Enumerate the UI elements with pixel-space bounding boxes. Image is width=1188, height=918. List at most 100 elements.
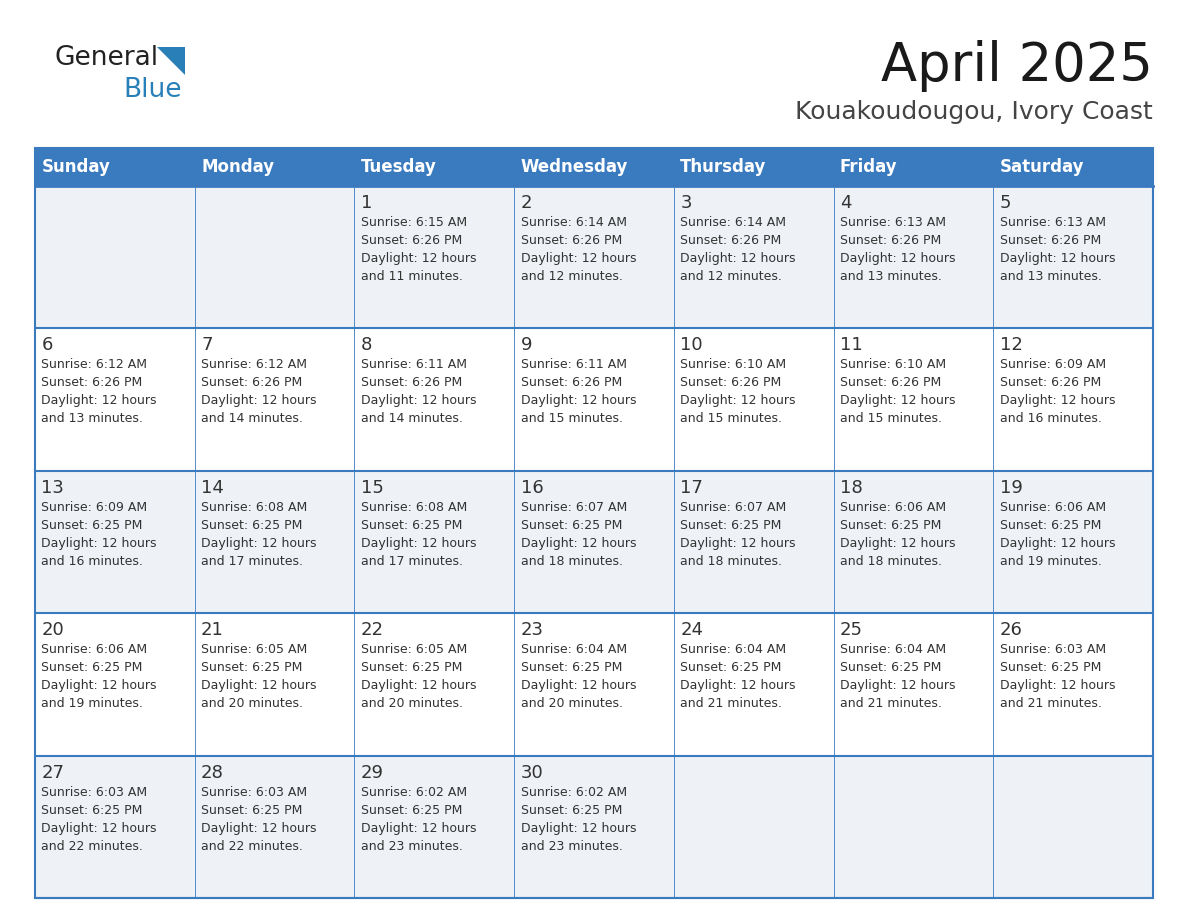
Text: Saturday: Saturday [999, 158, 1085, 176]
Text: Daylight: 12 hours: Daylight: 12 hours [520, 395, 636, 408]
Text: and 18 minutes.: and 18 minutes. [840, 554, 942, 568]
Text: 26: 26 [999, 621, 1023, 639]
Polygon shape [157, 47, 185, 75]
Text: Daylight: 12 hours: Daylight: 12 hours [361, 537, 476, 550]
Text: Daylight: 12 hours: Daylight: 12 hours [999, 679, 1116, 692]
Text: and 12 minutes.: and 12 minutes. [681, 270, 782, 283]
Text: and 14 minutes.: and 14 minutes. [361, 412, 462, 425]
Text: Sunset: 6:26 PM: Sunset: 6:26 PM [361, 234, 462, 247]
Text: Sunset: 6:25 PM: Sunset: 6:25 PM [999, 519, 1101, 532]
Bar [34, 613, 1154, 756]
Text: and 12 minutes.: and 12 minutes. [520, 270, 623, 283]
Text: Sunrise: 6:03 AM: Sunrise: 6:03 AM [42, 786, 147, 799]
Text: 7: 7 [201, 336, 213, 354]
Text: Sunset: 6:26 PM: Sunset: 6:26 PM [681, 376, 782, 389]
Text: 24: 24 [681, 621, 703, 639]
Text: Daylight: 12 hours: Daylight: 12 hours [681, 679, 796, 692]
Text: 14: 14 [201, 479, 225, 497]
Text: 10: 10 [681, 336, 703, 354]
Text: and 16 minutes.: and 16 minutes. [42, 554, 144, 568]
Text: and 18 minutes.: and 18 minutes. [520, 554, 623, 568]
Text: 2: 2 [520, 194, 532, 212]
Text: Sunrise: 6:07 AM: Sunrise: 6:07 AM [681, 501, 786, 514]
Text: Blue: Blue [124, 77, 182, 103]
Text: Wednesday: Wednesday [520, 158, 628, 176]
Bar [34, 756, 1154, 898]
Text: Sunset: 6:25 PM: Sunset: 6:25 PM [681, 661, 782, 674]
Text: and 23 minutes.: and 23 minutes. [361, 840, 462, 853]
Text: and 15 minutes.: and 15 minutes. [681, 412, 782, 425]
Text: Daylight: 12 hours: Daylight: 12 hours [42, 822, 157, 834]
Text: Sunset: 6:25 PM: Sunset: 6:25 PM [520, 661, 621, 674]
Text: Sunset: 6:26 PM: Sunset: 6:26 PM [840, 376, 941, 389]
Text: Sunset: 6:25 PM: Sunset: 6:25 PM [520, 803, 621, 817]
Text: Daylight: 12 hours: Daylight: 12 hours [361, 252, 476, 265]
Text: Daylight: 12 hours: Daylight: 12 hours [840, 537, 955, 550]
Text: Daylight: 12 hours: Daylight: 12 hours [361, 395, 476, 408]
Text: Sunrise: 6:11 AM: Sunrise: 6:11 AM [361, 358, 467, 372]
Text: 13: 13 [42, 479, 64, 497]
Text: 12: 12 [999, 336, 1023, 354]
Text: 1: 1 [361, 194, 372, 212]
Text: Daylight: 12 hours: Daylight: 12 hours [681, 537, 796, 550]
Text: 27: 27 [42, 764, 64, 781]
Text: Sunrise: 6:10 AM: Sunrise: 6:10 AM [681, 358, 786, 372]
Text: 16: 16 [520, 479, 543, 497]
Text: Daylight: 12 hours: Daylight: 12 hours [840, 395, 955, 408]
Text: Sunset: 6:26 PM: Sunset: 6:26 PM [361, 376, 462, 389]
Text: Sunrise: 6:05 AM: Sunrise: 6:05 AM [361, 644, 467, 656]
Text: and 16 minutes.: and 16 minutes. [999, 412, 1101, 425]
Text: and 21 minutes.: and 21 minutes. [999, 697, 1101, 711]
Text: and 21 minutes.: and 21 minutes. [681, 697, 782, 711]
Text: Sunrise: 6:04 AM: Sunrise: 6:04 AM [520, 644, 626, 656]
Text: 6: 6 [42, 336, 52, 354]
Text: Daylight: 12 hours: Daylight: 12 hours [840, 679, 955, 692]
Text: Sunrise: 6:08 AM: Sunrise: 6:08 AM [201, 501, 308, 514]
Bar [34, 148, 1154, 898]
Text: and 11 minutes.: and 11 minutes. [361, 270, 462, 283]
Text: Tuesday: Tuesday [361, 158, 437, 176]
Text: Sunset: 6:26 PM: Sunset: 6:26 PM [999, 234, 1101, 247]
Text: Daylight: 12 hours: Daylight: 12 hours [520, 679, 636, 692]
Text: Sunset: 6:25 PM: Sunset: 6:25 PM [201, 519, 303, 532]
Text: Sunrise: 6:05 AM: Sunrise: 6:05 AM [201, 644, 308, 656]
Text: Sunset: 6:26 PM: Sunset: 6:26 PM [520, 376, 621, 389]
Text: and 20 minutes.: and 20 minutes. [361, 697, 463, 711]
Text: Sunrise: 6:06 AM: Sunrise: 6:06 AM [42, 644, 147, 656]
Text: 25: 25 [840, 621, 862, 639]
Bar [34, 186, 1154, 329]
Text: Sunrise: 6:07 AM: Sunrise: 6:07 AM [520, 501, 627, 514]
Text: and 17 minutes.: and 17 minutes. [201, 554, 303, 568]
Text: and 13 minutes.: and 13 minutes. [42, 412, 144, 425]
Text: Sunrise: 6:06 AM: Sunrise: 6:06 AM [999, 501, 1106, 514]
Text: and 17 minutes.: and 17 minutes. [361, 554, 463, 568]
Text: 17: 17 [681, 479, 703, 497]
Text: 4: 4 [840, 194, 852, 212]
Text: April 2025: April 2025 [881, 40, 1154, 92]
Text: Daylight: 12 hours: Daylight: 12 hours [520, 537, 636, 550]
Text: Sunrise: 6:11 AM: Sunrise: 6:11 AM [520, 358, 626, 372]
Text: Sunset: 6:26 PM: Sunset: 6:26 PM [520, 234, 621, 247]
Text: and 20 minutes.: and 20 minutes. [520, 697, 623, 711]
Text: 23: 23 [520, 621, 544, 639]
Text: Sunrise: 6:04 AM: Sunrise: 6:04 AM [681, 644, 786, 656]
Text: Thursday: Thursday [681, 158, 766, 176]
Text: Daylight: 12 hours: Daylight: 12 hours [840, 252, 955, 265]
Text: Daylight: 12 hours: Daylight: 12 hours [520, 252, 636, 265]
Text: Sunset: 6:25 PM: Sunset: 6:25 PM [361, 661, 462, 674]
Text: Sunrise: 6:03 AM: Sunrise: 6:03 AM [201, 786, 308, 799]
Text: Daylight: 12 hours: Daylight: 12 hours [42, 679, 157, 692]
Text: Sunset: 6:25 PM: Sunset: 6:25 PM [201, 661, 303, 674]
Text: Sunrise: 6:02 AM: Sunrise: 6:02 AM [361, 786, 467, 799]
Bar [34, 148, 1154, 186]
Text: Daylight: 12 hours: Daylight: 12 hours [201, 537, 317, 550]
Text: Sunset: 6:25 PM: Sunset: 6:25 PM [201, 803, 303, 817]
Text: 5: 5 [999, 194, 1011, 212]
Text: Daylight: 12 hours: Daylight: 12 hours [201, 679, 317, 692]
Text: and 15 minutes.: and 15 minutes. [840, 412, 942, 425]
Text: and 13 minutes.: and 13 minutes. [999, 270, 1101, 283]
Text: Daylight: 12 hours: Daylight: 12 hours [520, 822, 636, 834]
Bar [34, 471, 1154, 613]
Text: Sunset: 6:25 PM: Sunset: 6:25 PM [840, 661, 941, 674]
Text: Sunrise: 6:02 AM: Sunrise: 6:02 AM [520, 786, 626, 799]
